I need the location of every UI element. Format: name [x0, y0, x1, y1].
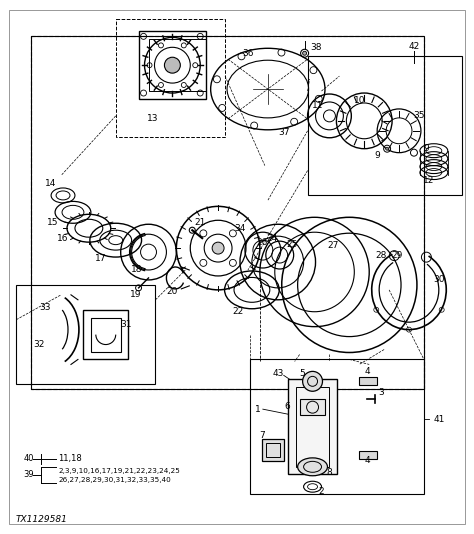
Text: 21: 21	[194, 218, 206, 227]
Text: 11,18: 11,18	[58, 454, 82, 464]
Text: 12: 12	[423, 176, 435, 185]
Text: 25: 25	[286, 240, 297, 249]
Text: 13: 13	[147, 114, 158, 123]
Circle shape	[212, 242, 224, 254]
Text: 26: 26	[256, 238, 267, 247]
Text: 20: 20	[167, 287, 178, 296]
Bar	[91, 318, 121, 351]
Text: 2: 2	[319, 487, 324, 496]
Text: 32: 32	[34, 340, 45, 349]
Ellipse shape	[298, 458, 328, 476]
Bar	[262, 439, 284, 461]
Text: 8: 8	[327, 468, 332, 477]
Text: 4: 4	[365, 367, 370, 376]
Text: 42: 42	[408, 42, 419, 51]
Text: 9: 9	[423, 144, 429, 153]
Text: 24: 24	[266, 234, 277, 242]
Text: 26,27,28,29,30,31,32,33,35,40: 26,27,28,29,30,31,32,33,35,40	[58, 477, 171, 483]
Bar	[359, 378, 377, 386]
Text: 30: 30	[433, 276, 445, 285]
Bar	[359, 451, 377, 459]
Text: 11: 11	[312, 101, 323, 111]
Bar	[148, 40, 206, 91]
Text: 38: 38	[310, 43, 321, 52]
Text: 7: 7	[259, 430, 264, 439]
Text: 39: 39	[23, 470, 34, 480]
Text: 35: 35	[413, 112, 425, 120]
Bar	[83, 310, 128, 359]
Bar	[288, 379, 337, 474]
Bar	[31, 36, 424, 389]
Text: 10: 10	[354, 97, 365, 106]
Text: 22: 22	[232, 307, 244, 316]
Circle shape	[302, 51, 307, 55]
Bar	[16, 285, 155, 384]
Text: 3: 3	[378, 388, 384, 397]
Text: 4: 4	[365, 457, 370, 465]
Text: 33: 33	[39, 303, 51, 312]
Text: 28: 28	[375, 250, 387, 260]
Circle shape	[164, 57, 180, 73]
Bar	[138, 32, 206, 99]
Text: 40: 40	[23, 454, 34, 464]
Text: 9: 9	[374, 151, 380, 160]
Bar	[308, 56, 462, 195]
Text: 31: 31	[120, 320, 131, 329]
Text: 19: 19	[130, 290, 141, 300]
Text: 5: 5	[300, 369, 305, 378]
Text: 17: 17	[95, 254, 107, 263]
Bar	[31, 36, 424, 389]
Text: TX1129581: TX1129581	[15, 515, 67, 524]
Text: 27: 27	[328, 241, 339, 249]
Text: 37: 37	[278, 128, 290, 137]
Circle shape	[386, 147, 389, 150]
Bar	[116, 19, 225, 137]
Text: 36: 36	[242, 49, 254, 58]
Text: 16: 16	[57, 234, 69, 242]
Text: 43: 43	[272, 369, 283, 378]
Bar	[266, 443, 280, 457]
Circle shape	[302, 371, 322, 391]
Bar	[31, 36, 424, 389]
Text: 34: 34	[234, 224, 246, 233]
Text: 2,3,9,10,16,17,19,21,22,23,24,25: 2,3,9,10,16,17,19,21,22,23,24,25	[58, 468, 180, 474]
Text: 1: 1	[255, 405, 261, 414]
Bar	[250, 359, 424, 493]
Text: 14: 14	[46, 179, 57, 188]
Text: 15: 15	[47, 218, 59, 227]
Text: 29: 29	[392, 250, 403, 260]
Text: 6: 6	[285, 402, 291, 411]
Bar	[296, 387, 329, 467]
Text: 18: 18	[131, 265, 142, 274]
Bar	[300, 399, 326, 415]
Text: 41: 41	[433, 414, 445, 423]
